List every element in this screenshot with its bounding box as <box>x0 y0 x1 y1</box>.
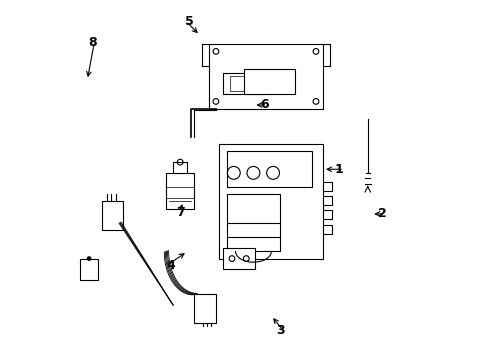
Bar <box>223 73 265 94</box>
Bar <box>226 152 312 187</box>
Bar <box>194 294 216 323</box>
Bar <box>219 144 323 258</box>
Text: 2: 2 <box>377 207 386 220</box>
Circle shape <box>87 257 91 260</box>
Bar <box>226 194 280 251</box>
Text: 3: 3 <box>275 324 284 337</box>
Bar <box>230 76 258 91</box>
Bar <box>323 196 331 205</box>
Bar <box>223 248 255 269</box>
Bar <box>102 202 123 230</box>
Text: 4: 4 <box>166 259 175 272</box>
Bar <box>208 44 323 109</box>
Bar <box>244 69 294 94</box>
Bar <box>323 225 331 234</box>
Text: 6: 6 <box>259 99 268 112</box>
Bar <box>323 182 331 191</box>
Bar <box>80 258 98 280</box>
Text: 7: 7 <box>176 206 184 219</box>
Bar <box>323 210 331 219</box>
Bar <box>165 173 194 208</box>
Text: 5: 5 <box>184 14 193 27</box>
Text: 1: 1 <box>334 163 343 176</box>
Bar <box>173 162 187 173</box>
Text: 8: 8 <box>88 36 97 49</box>
